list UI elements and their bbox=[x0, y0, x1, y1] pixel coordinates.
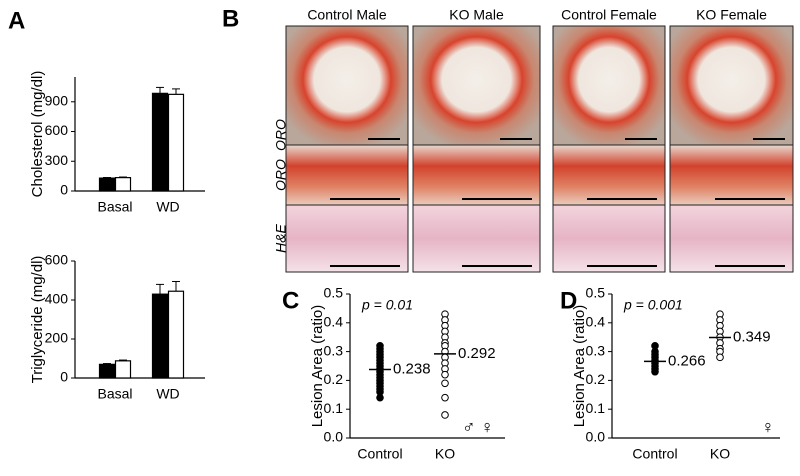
y-tick-label: 0 bbox=[60, 182, 68, 198]
panel-label: C bbox=[282, 287, 299, 314]
column-label: Control Female bbox=[561, 7, 657, 23]
bar bbox=[98, 363, 116, 379]
column-label: KO Male bbox=[449, 7, 504, 23]
y-tick-label: 0.2 bbox=[586, 371, 606, 387]
data-point bbox=[376, 393, 384, 402]
micrograph bbox=[412, 204, 541, 273]
bar bbox=[167, 93, 185, 192]
y-tick-label: 0.4 bbox=[586, 314, 606, 330]
annotation: ♂ ♀ bbox=[462, 417, 494, 437]
y-tick-label: 0.4 bbox=[324, 314, 344, 330]
panel-label: D bbox=[560, 287, 577, 314]
row-label: ORO bbox=[273, 159, 289, 191]
y-tick-label: 0.5 bbox=[586, 285, 606, 301]
micrograph bbox=[285, 144, 409, 206]
micrograph bbox=[412, 144, 541, 206]
x-tick-label: Control bbox=[632, 446, 677, 462]
bar bbox=[151, 293, 169, 379]
mean-label: 0.349 bbox=[733, 328, 771, 345]
bar bbox=[151, 92, 169, 192]
micrograph bbox=[552, 204, 666, 273]
x-tick-label: Basal bbox=[97, 386, 132, 402]
annotation: p = 0.01 bbox=[361, 297, 413, 313]
y-axis-label: Lesion Area (ratio) bbox=[571, 305, 588, 428]
bar bbox=[114, 177, 132, 192]
y-tick-label: 300 bbox=[45, 152, 69, 168]
micrograph bbox=[669, 144, 794, 206]
bar bbox=[98, 177, 116, 192]
y-tick-label: 0 bbox=[60, 369, 68, 385]
data-point bbox=[441, 379, 449, 388]
panel-label: B bbox=[222, 5, 239, 32]
panel-label: A bbox=[8, 7, 25, 34]
micrograph bbox=[552, 144, 666, 206]
y-axis-label: Lesion Area (ratio) bbox=[309, 305, 326, 428]
micrograph-grid: Control Male KO Male Control Female KO Fema… bbox=[273, 7, 794, 273]
data-point bbox=[716, 353, 724, 362]
y-tick-label: 0.3 bbox=[324, 342, 344, 358]
micrograph bbox=[669, 204, 794, 273]
micrograph bbox=[285, 25, 409, 146]
y-tick-label: 600 bbox=[45, 122, 69, 138]
y-tick-label: 0.2 bbox=[324, 371, 344, 387]
row-label: H&E bbox=[273, 223, 289, 252]
y-tick-label: 0.3 bbox=[586, 342, 606, 358]
column-label: Control Male bbox=[307, 7, 387, 23]
data-point bbox=[441, 370, 449, 379]
y-tick-label: 0.0 bbox=[586, 429, 606, 445]
row-label: ORO bbox=[273, 119, 289, 151]
x-tick-label: WD bbox=[156, 386, 179, 402]
y-tick-label: 900 bbox=[45, 92, 69, 108]
y-tick-label: 0.0 bbox=[324, 429, 344, 445]
x-tick-label: WD bbox=[156, 199, 179, 215]
annotation: ♀ bbox=[761, 417, 775, 437]
bar bbox=[167, 290, 185, 379]
y-tick-label: 0.1 bbox=[324, 400, 344, 416]
data-point bbox=[651, 367, 659, 376]
micrograph bbox=[285, 204, 409, 273]
annotation: p = 0.001 bbox=[623, 297, 683, 313]
y-tick-label: 200 bbox=[45, 330, 69, 346]
micrograph bbox=[412, 25, 541, 146]
y-tick-label: 600 bbox=[45, 252, 69, 268]
x-tick-label: Basal bbox=[97, 199, 132, 215]
data-point bbox=[441, 411, 449, 419]
x-tick-label: KO bbox=[435, 446, 455, 462]
mean-label: 0.292 bbox=[458, 345, 496, 362]
x-tick-label: Control bbox=[357, 446, 402, 462]
x-tick-label: KO bbox=[710, 446, 730, 462]
y-tick-label: 0.5 bbox=[324, 285, 344, 301]
column-label: KO Female bbox=[696, 7, 767, 23]
data-point bbox=[441, 393, 449, 402]
y-tick-label: 400 bbox=[45, 291, 69, 307]
mean-label: 0.238 bbox=[393, 360, 431, 377]
micrograph bbox=[552, 25, 666, 146]
y-axis-label: Cholesterol (mg/dl) bbox=[29, 71, 46, 198]
y-tick-label: 0.1 bbox=[586, 400, 606, 416]
micrograph bbox=[669, 25, 794, 146]
mean-label: 0.266 bbox=[668, 352, 706, 369]
bar bbox=[114, 360, 132, 379]
y-axis-label: Triglyceride (mg/dl) bbox=[29, 256, 46, 384]
